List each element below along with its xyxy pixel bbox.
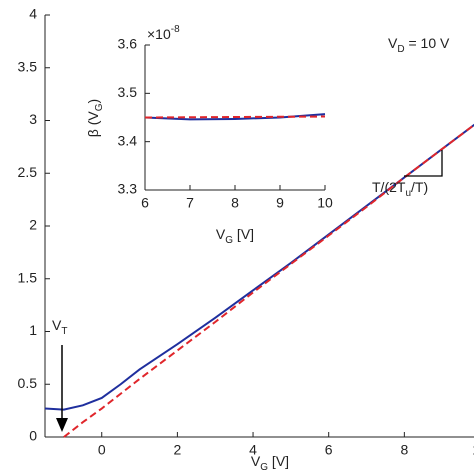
series-line <box>63 123 474 438</box>
annotation: T/(2Tu/T) <box>372 179 428 199</box>
slope-triangle <box>404 150 443 177</box>
y-tick-label: 2.5 <box>18 164 38 180</box>
series-line <box>144 113 326 121</box>
y-tick-label: 2 <box>29 217 37 233</box>
x-tick-label: 10 <box>472 442 474 458</box>
text-part: G <box>260 462 268 473</box>
text-part: V <box>216 226 226 242</box>
text-part: β (V <box>85 111 101 138</box>
text-part: T <box>61 326 67 337</box>
x-tick-label: 0 <box>98 442 106 458</box>
y-tick-label: 3.5 <box>18 58 38 74</box>
text-part: V <box>52 317 62 333</box>
text-part: ×10 <box>147 26 171 42</box>
inset-y-label: β (VG) <box>85 99 105 137</box>
x-tick-label: 4 <box>249 442 257 458</box>
annotation: VT <box>52 317 67 337</box>
y-tick-label: 3.5 <box>118 84 138 100</box>
y-tick-label: 3.6 <box>118 36 138 52</box>
text-part: [V] <box>233 226 254 242</box>
y-tick-label: 0 <box>29 428 37 444</box>
y-tick-label: 1.5 <box>18 269 38 285</box>
y-tick-label: 3 <box>29 111 37 127</box>
text-part: ) <box>85 99 101 104</box>
x-tick-label: 2 <box>173 442 181 458</box>
series-line <box>144 115 326 119</box>
arrow-head <box>56 418 68 432</box>
text-part: = 10 V <box>405 35 450 51</box>
inset-x-label: VG [V] <box>216 226 254 246</box>
x-tick-label: 7 <box>186 195 194 211</box>
y-tick-label: 0.5 <box>18 375 38 391</box>
text-part: [V] <box>268 453 289 469</box>
x-tick-label: 8 <box>400 442 408 458</box>
x-tick-label: 6 <box>141 195 149 211</box>
text-part: /T) <box>411 179 428 195</box>
text-part: V <box>251 453 261 469</box>
x-tick-label: 6 <box>325 442 333 458</box>
text-part: -8 <box>171 24 180 35</box>
x-tick-label: 10 <box>317 195 333 211</box>
text-part: V <box>388 35 398 51</box>
text-part: T/(2T <box>372 179 406 195</box>
x-axis-label: VG [V] <box>251 453 289 473</box>
text-part: u <box>405 188 411 199</box>
annotation: VD = 10 V <box>388 35 450 55</box>
text-part: G <box>225 235 233 246</box>
y-tick-label: 4 <box>29 6 37 22</box>
inset-exponent: ×10-8 <box>147 24 180 42</box>
x-tick-label: 8 <box>231 195 239 211</box>
y-tick-label: 3.4 <box>118 132 138 148</box>
text-part: D <box>397 44 404 55</box>
text-part: G <box>94 103 105 111</box>
y-tick-label: 1 <box>29 322 37 338</box>
y-tick-label: 3.3 <box>118 181 138 197</box>
x-tick-label: 9 <box>276 195 284 211</box>
